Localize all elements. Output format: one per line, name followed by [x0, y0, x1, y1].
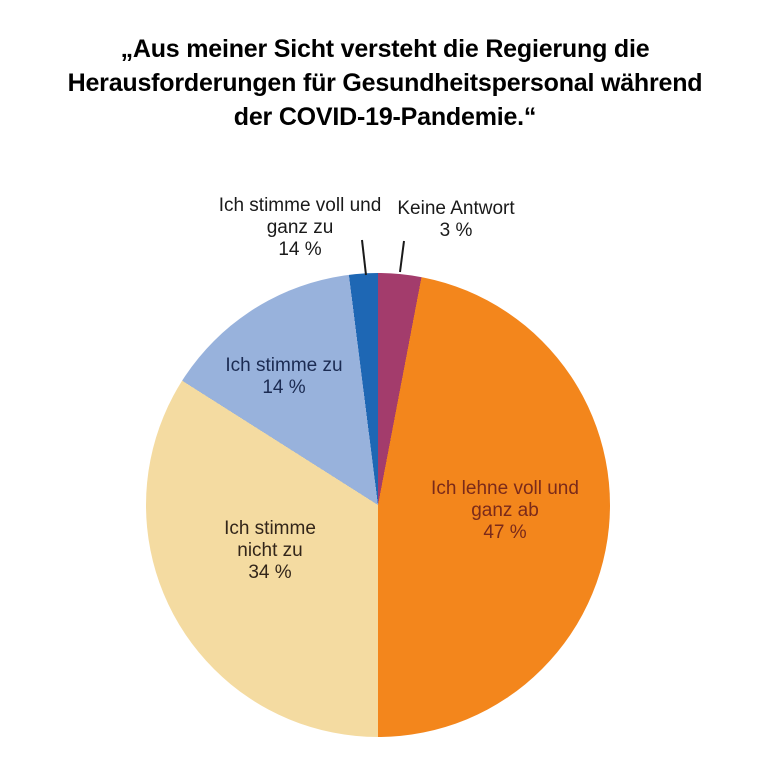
pie-chart	[146, 273, 610, 737]
slice-label-text: Keine Antwort	[397, 198, 515, 219]
slice-label-keine-antwort: Keine Antwort 3 %	[371, 198, 541, 242]
slice-label-text: Ich stimme nicht zu	[224, 518, 316, 561]
slice-label-text: Ich stimme voll und ganz zu	[218, 195, 382, 238]
slice-label-text: Ich lehne voll und ganz ab	[431, 478, 579, 521]
slice-label-ich-stimme-zu: Ich stimme zu 14 %	[199, 355, 369, 399]
chart-title-line: Herausforderungen für Gesundheitspersona…	[67, 69, 703, 97]
slice-label-ich-lehne-voll-und-ganz-ab: Ich lehne voll und ganz ab 47 %	[430, 478, 580, 544]
slice-value-text: 47 %	[483, 522, 527, 543]
slice-value-text: 3 %	[439, 220, 473, 241]
slice-label-text: Ich stimme zu	[225, 355, 343, 376]
slice-value-text: 14 %	[262, 377, 306, 398]
chart-title-line: der COVID-19-Pandemie.“	[233, 103, 537, 131]
slice-label-ich-stimme-voll-und-ganz-zu: Ich stimme voll und ganz zu 14 %	[218, 195, 383, 261]
leader-line-keine-antwort	[399, 240, 405, 273]
slice-label-ich-stimme-nicht-zu: Ich stimme nicht zu 34 %	[213, 518, 328, 584]
slice-value-text: 34 %	[248, 562, 292, 583]
chart-title-line: „Aus meiner Sicht versteht die Regierung…	[120, 35, 650, 63]
chart-title: „Aus meiner Sicht versteht die Regierung…	[30, 32, 740, 134]
slice-value-text: 14 %	[278, 239, 322, 260]
